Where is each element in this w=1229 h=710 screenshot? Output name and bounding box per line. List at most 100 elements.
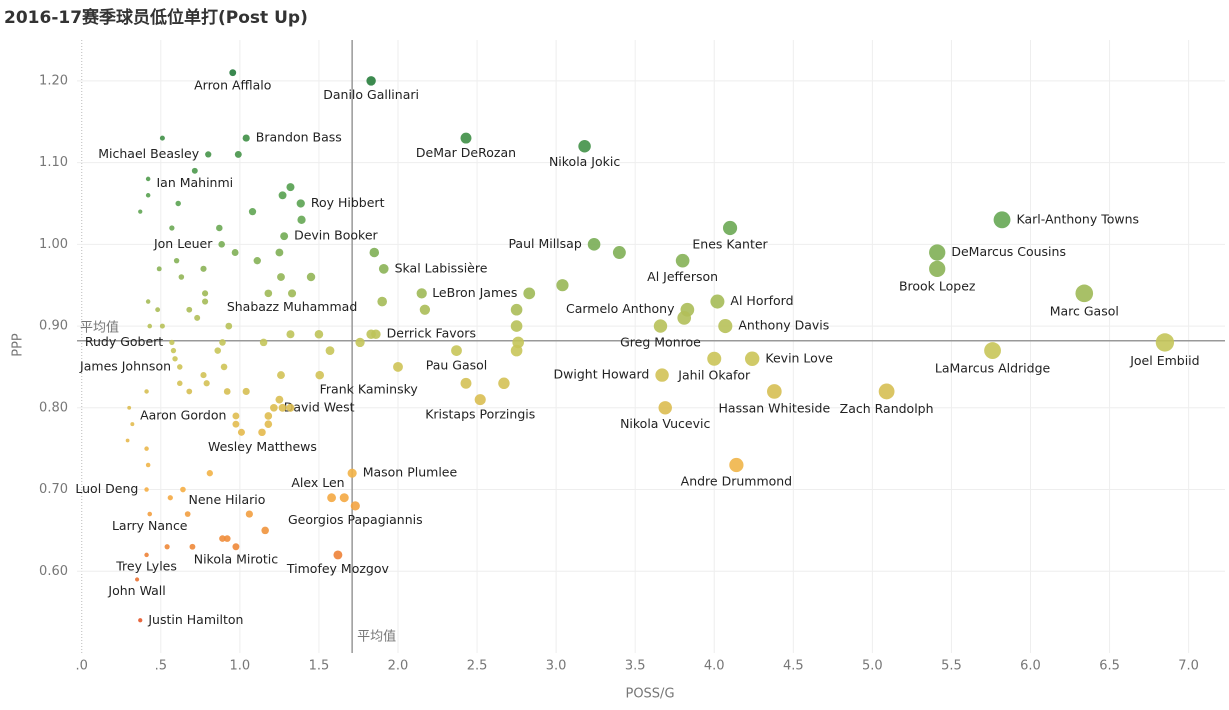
point: [722, 220, 738, 236]
point-label: Georgios Papagiannis: [288, 512, 423, 527]
point-label: Larry Nance: [112, 518, 188, 533]
x-tick-label: 4.0: [704, 659, 725, 674]
point-label: Andre Drummond: [681, 474, 792, 489]
point: [275, 248, 284, 257]
point: [201, 290, 209, 297]
point: [219, 535, 226, 542]
point-label: Mason Plumlee: [363, 465, 458, 480]
point: [315, 370, 325, 380]
point: [523, 287, 536, 300]
point: [191, 167, 198, 174]
point: [145, 176, 151, 182]
point-label: Nikola Jokic: [549, 154, 620, 169]
point: [286, 403, 295, 412]
point-label: Hassan Whiteside: [719, 400, 831, 415]
point: [327, 493, 336, 503]
point-label: Shabazz Muhammad: [227, 299, 357, 314]
point: [259, 338, 268, 347]
y-tick-label: 0.70: [39, 482, 68, 497]
point-label: John Wall: [107, 583, 165, 598]
point: [929, 244, 946, 261]
y-tick-label: 1.00: [39, 237, 68, 252]
point: [277, 371, 285, 380]
point: [177, 380, 183, 387]
point: [1075, 284, 1094, 303]
point: [232, 420, 240, 428]
point-label: Arron Afflalo: [194, 78, 271, 93]
point: [278, 403, 287, 412]
point: [288, 289, 297, 298]
point: [710, 294, 725, 309]
point: [169, 225, 175, 231]
point: [984, 342, 1001, 359]
point: [658, 401, 672, 415]
point: [264, 412, 273, 420]
x-tick-label: 6.5: [1099, 659, 1120, 674]
x-axis-title: POSS/G: [625, 687, 674, 702]
point: [325, 346, 335, 355]
point: [219, 339, 226, 346]
point: [232, 412, 240, 420]
x-tick-label: 1.5: [309, 659, 330, 674]
point: [729, 457, 744, 473]
point: [653, 319, 668, 333]
point: [177, 364, 183, 370]
point-label: DeMarcus Cousins: [951, 244, 1066, 259]
y-tick-label: 1.10: [39, 155, 68, 170]
point: [264, 289, 273, 298]
point: [214, 347, 221, 354]
point: [237, 428, 245, 436]
point-label: Anthony Davis: [738, 318, 829, 333]
y-tick-label: 0.90: [39, 319, 68, 334]
point: [138, 209, 143, 214]
point-label: Carmelo Anthony: [566, 301, 675, 316]
point: [393, 361, 403, 372]
point: [130, 422, 135, 427]
point: [280, 232, 289, 241]
point-label: Enes Kanter: [692, 237, 768, 252]
point: [159, 135, 165, 141]
point: [1155, 333, 1175, 352]
point: [144, 552, 149, 558]
point: [460, 132, 472, 144]
point: [167, 495, 173, 501]
point: [144, 389, 149, 394]
point: [378, 264, 389, 274]
point: [223, 388, 231, 395]
point: [510, 320, 523, 332]
point: [286, 330, 295, 339]
point: [147, 511, 153, 517]
point: [498, 377, 510, 389]
reference-label: 平均值: [80, 319, 119, 335]
point: [225, 322, 233, 330]
point: [718, 319, 733, 334]
chart-title: 2016-17赛季球员低位单打(Post Up): [4, 7, 308, 28]
point-label: Derrick Favors: [387, 326, 476, 341]
point-label: Kristaps Porzingis: [425, 407, 535, 422]
point: [172, 356, 178, 362]
y-tick-label: 1.20: [39, 73, 68, 88]
x-tick-label: 2.5: [467, 659, 488, 674]
point: [587, 238, 601, 251]
point: [314, 329, 324, 339]
point: [767, 384, 782, 399]
point-label: Aaron Gordon: [140, 407, 226, 422]
point: [245, 510, 253, 518]
point-label: Skal Labissière: [395, 260, 488, 275]
point: [242, 134, 250, 142]
point-label: Nikola Mirotic: [194, 552, 279, 567]
point: [232, 543, 240, 551]
point: [333, 550, 343, 560]
point: [145, 299, 151, 304]
point: [474, 394, 486, 406]
point: [200, 372, 207, 379]
point: [220, 363, 228, 371]
x-tick-label: 7.0: [1178, 659, 1199, 674]
point-label: Alex Len: [291, 475, 344, 490]
point-label: David West: [284, 399, 355, 414]
point: [675, 253, 690, 268]
point-label: James Johnson: [79, 358, 171, 373]
x-tick-label: 6.0: [1020, 659, 1041, 674]
point: [556, 279, 569, 292]
